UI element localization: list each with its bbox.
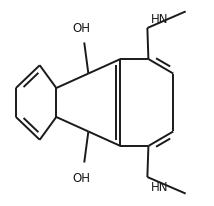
Text: OH: OH bbox=[72, 171, 90, 184]
Text: HN: HN bbox=[150, 13, 168, 26]
Text: HN: HN bbox=[150, 180, 168, 193]
Text: OH: OH bbox=[72, 22, 90, 35]
